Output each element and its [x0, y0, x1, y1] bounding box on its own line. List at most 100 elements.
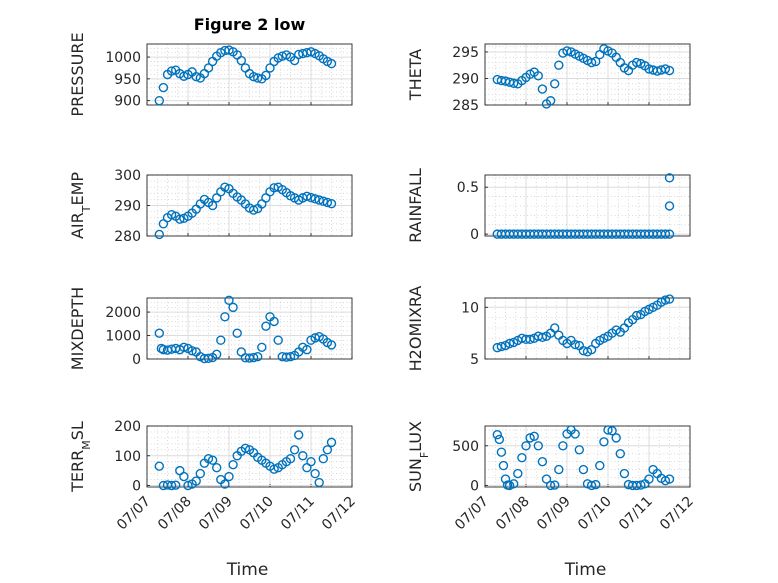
- data-point: [652, 66, 662, 76]
- data-point: [322, 197, 333, 208]
- data-point: [253, 351, 263, 362]
- data-point: [660, 475, 671, 486]
- plot-area: [485, 175, 690, 236]
- data-point: [322, 445, 333, 455]
- data-point: [525, 334, 535, 345]
- data-point: [513, 468, 523, 479]
- subplot-theta: 285 290 295 THETA: [406, 43, 691, 114]
- data-point: [154, 95, 165, 106]
- data-point: [591, 479, 601, 490]
- data-point: [318, 454, 328, 464]
- data-point: [203, 353, 214, 363]
- y-tick-label: 5: [470, 352, 479, 368]
- data-point: [154, 461, 165, 471]
- data-point: [586, 480, 597, 491]
- data-point: [636, 480, 646, 490]
- data-point: [570, 429, 580, 439]
- data-point: [302, 191, 312, 202]
- data-point: [166, 66, 177, 76]
- data-point: [166, 209, 177, 220]
- data-point: [191, 71, 201, 82]
- y-tick-label: 100: [114, 449, 141, 465]
- data-point: [644, 64, 654, 74]
- data-point: [179, 471, 189, 482]
- y-tick-label: 10: [461, 300, 479, 316]
- data-point: [550, 480, 560, 490]
- data-point: [644, 474, 654, 484]
- data-point: [261, 70, 271, 81]
- data-point: [537, 456, 548, 467]
- x-tick-label: 07/12: [657, 494, 697, 534]
- x-tick-label: 07/10: [575, 494, 615, 534]
- subplot-sunflux: 07/07 07/08 07/09 07/10 07/11 07/12 0 500 SUNFLU…: [406, 421, 697, 533]
- data-point: [232, 328, 242, 338]
- y-axis-label: MIXDEPTH: [68, 287, 87, 370]
- data-point: [632, 310, 642, 321]
- y-tick-label: 290: [114, 199, 141, 215]
- y-tick-label: 900: [114, 94, 141, 110]
- data-point: [521, 441, 531, 451]
- axes-box: [146, 43, 353, 106]
- data-point: [220, 182, 230, 192]
- x-tick-label: 07/12: [319, 494, 359, 534]
- data-point: [179, 342, 189, 352]
- data-point: [158, 82, 169, 93]
- data-point: [265, 63, 275, 73]
- data-point: [533, 441, 543, 451]
- data-point: [294, 430, 304, 440]
- data-point: [314, 477, 324, 488]
- data-point: [195, 468, 206, 479]
- data-point: [599, 437, 609, 447]
- data-point: [615, 449, 625, 459]
- axes-box: [484, 43, 691, 106]
- y-tick-label: 0: [132, 479, 141, 495]
- data-point: [175, 214, 185, 224]
- data-point: [228, 459, 238, 470]
- data-point: [220, 312, 230, 322]
- data-point: [269, 316, 279, 327]
- data-point: [500, 76, 511, 86]
- data-point: [517, 452, 527, 463]
- data-point: [664, 173, 675, 183]
- data-point: [554, 464, 564, 475]
- data-point: [207, 455, 218, 465]
- data-point: [509, 479, 519, 489]
- y-tick-label: 950: [114, 72, 141, 88]
- subplot-h2omixra: 5 10 H2OMIXRA: [406, 286, 691, 371]
- data-point: [570, 339, 580, 350]
- y-tick-label: 295: [452, 45, 479, 61]
- data-point: [578, 464, 589, 475]
- data-point: [326, 437, 337, 448]
- data-point: [664, 229, 675, 239]
- data-point: [211, 462, 222, 473]
- data-point: [261, 321, 271, 331]
- data-point: [492, 430, 502, 440]
- y-tick-label: 0: [132, 352, 141, 368]
- data-point: [326, 340, 337, 350]
- data-point: [326, 198, 337, 209]
- data-point: [574, 445, 584, 455]
- data-point: [154, 229, 165, 240]
- data-point: [203, 454, 214, 464]
- data-point: [269, 464, 279, 474]
- data-point: [298, 451, 308, 461]
- y-axis-label: PRESSURE: [68, 32, 87, 116]
- data-point: [550, 323, 560, 333]
- y-tick-label: 1000: [105, 329, 141, 345]
- data-point: [154, 328, 165, 338]
- x-tick-label: 07/07: [452, 494, 492, 534]
- data-point: [216, 335, 226, 345]
- data-point: [166, 480, 177, 491]
- plot-area: [147, 426, 352, 487]
- data-point: [664, 65, 675, 76]
- data-point: [183, 480, 193, 491]
- y-tick-label: 290: [452, 71, 479, 87]
- data-point: [504, 480, 515, 491]
- data-point: [314, 195, 324, 205]
- data-point: [664, 201, 675, 211]
- y-axis-label: THETA: [406, 49, 425, 101]
- y-tick-label: 0: [470, 227, 479, 243]
- data-point: [664, 474, 675, 484]
- data-point: [248, 352, 259, 363]
